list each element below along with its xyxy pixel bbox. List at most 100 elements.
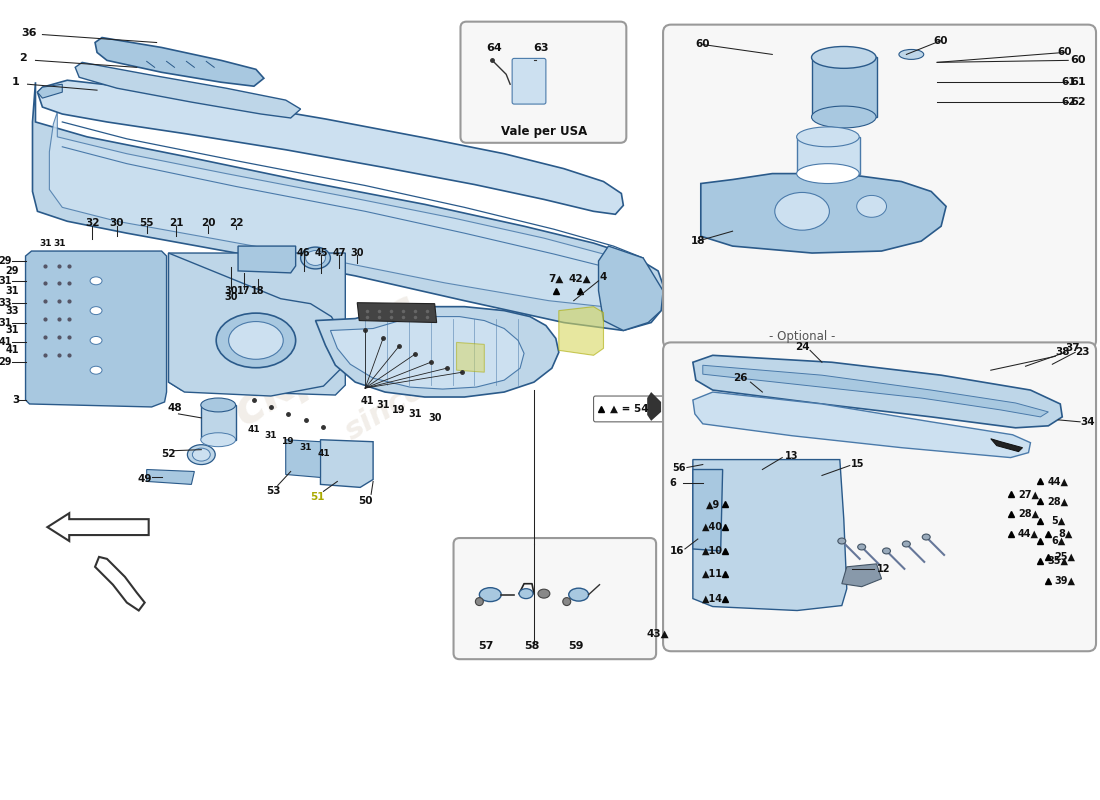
Ellipse shape bbox=[300, 247, 330, 269]
Text: 41: 41 bbox=[248, 426, 261, 434]
Text: 52: 52 bbox=[162, 449, 176, 458]
Text: 62: 62 bbox=[1062, 97, 1076, 107]
Text: 39▲: 39▲ bbox=[1055, 576, 1076, 586]
Text: 26: 26 bbox=[734, 373, 748, 383]
Text: 38: 38 bbox=[1055, 347, 1069, 358]
Polygon shape bbox=[991, 438, 1023, 452]
Text: ▲9: ▲9 bbox=[705, 499, 719, 510]
Text: 31: 31 bbox=[376, 400, 389, 410]
Ellipse shape bbox=[201, 433, 235, 446]
Ellipse shape bbox=[187, 445, 216, 465]
Text: 13: 13 bbox=[785, 450, 799, 461]
Polygon shape bbox=[316, 306, 559, 397]
Text: 18: 18 bbox=[251, 286, 265, 296]
Ellipse shape bbox=[480, 588, 502, 602]
Polygon shape bbox=[50, 112, 648, 306]
Text: 31: 31 bbox=[0, 318, 12, 327]
Text: 15: 15 bbox=[851, 458, 865, 469]
Text: 32: 32 bbox=[85, 218, 99, 228]
Text: 29: 29 bbox=[0, 358, 12, 367]
Ellipse shape bbox=[90, 306, 102, 314]
Polygon shape bbox=[286, 440, 320, 478]
Polygon shape bbox=[37, 84, 63, 98]
Polygon shape bbox=[598, 246, 663, 330]
Polygon shape bbox=[647, 392, 661, 421]
Text: ckparts: ckparts bbox=[223, 284, 428, 437]
Text: 2: 2 bbox=[19, 54, 26, 63]
Text: 20: 20 bbox=[201, 218, 216, 228]
Text: 41: 41 bbox=[6, 346, 19, 355]
Text: 18: 18 bbox=[691, 236, 705, 246]
Text: 60: 60 bbox=[934, 35, 948, 46]
Polygon shape bbox=[812, 58, 877, 117]
Ellipse shape bbox=[229, 322, 283, 359]
Text: 43▲: 43▲ bbox=[647, 628, 670, 638]
FancyBboxPatch shape bbox=[453, 538, 656, 659]
Text: 8▲: 8▲ bbox=[1058, 529, 1072, 539]
Polygon shape bbox=[33, 82, 666, 330]
Text: 12: 12 bbox=[877, 564, 890, 574]
Ellipse shape bbox=[902, 541, 911, 547]
Ellipse shape bbox=[201, 398, 235, 412]
Text: 24: 24 bbox=[795, 342, 810, 352]
Polygon shape bbox=[201, 405, 236, 440]
Text: 51: 51 bbox=[310, 492, 324, 502]
Text: 1: 1 bbox=[12, 78, 20, 87]
Polygon shape bbox=[25, 251, 166, 407]
Ellipse shape bbox=[306, 250, 326, 266]
Polygon shape bbox=[95, 557, 145, 610]
Text: 42▲: 42▲ bbox=[569, 274, 591, 284]
Text: 31: 31 bbox=[6, 286, 19, 296]
Text: 35▲: 35▲ bbox=[1048, 556, 1069, 566]
FancyArrow shape bbox=[47, 514, 148, 541]
Polygon shape bbox=[330, 317, 524, 389]
FancyBboxPatch shape bbox=[461, 22, 626, 143]
Polygon shape bbox=[146, 470, 195, 485]
Polygon shape bbox=[168, 253, 345, 396]
Polygon shape bbox=[238, 246, 296, 273]
Text: 31: 31 bbox=[6, 326, 19, 335]
FancyBboxPatch shape bbox=[594, 396, 666, 422]
Polygon shape bbox=[559, 306, 604, 355]
Text: 31: 31 bbox=[265, 431, 277, 440]
Ellipse shape bbox=[882, 548, 891, 554]
Text: 60: 60 bbox=[1057, 47, 1071, 58]
Text: ckparts: ckparts bbox=[766, 378, 938, 502]
Text: since: since bbox=[857, 454, 925, 508]
Polygon shape bbox=[320, 440, 373, 487]
Text: ▲11: ▲11 bbox=[702, 569, 723, 578]
Text: 61: 61 bbox=[1062, 78, 1076, 87]
Text: 25▲: 25▲ bbox=[1055, 552, 1076, 562]
Ellipse shape bbox=[538, 589, 550, 598]
Text: 44▲: 44▲ bbox=[1018, 529, 1040, 539]
Text: 30: 30 bbox=[351, 248, 364, 258]
Text: 29: 29 bbox=[6, 266, 19, 276]
Text: 41: 41 bbox=[0, 338, 12, 347]
Ellipse shape bbox=[812, 46, 876, 68]
Text: 30: 30 bbox=[224, 286, 238, 296]
Text: 17: 17 bbox=[238, 286, 251, 296]
Ellipse shape bbox=[857, 195, 887, 218]
Text: 56: 56 bbox=[672, 462, 685, 473]
Text: 31: 31 bbox=[299, 443, 311, 452]
Text: - Optional -: - Optional - bbox=[769, 330, 835, 343]
Text: 4: 4 bbox=[600, 272, 607, 282]
FancyBboxPatch shape bbox=[663, 25, 1096, 348]
Ellipse shape bbox=[563, 598, 571, 606]
Text: 19: 19 bbox=[393, 405, 406, 415]
Polygon shape bbox=[693, 392, 1031, 458]
Ellipse shape bbox=[90, 337, 102, 344]
Polygon shape bbox=[798, 137, 860, 174]
FancyBboxPatch shape bbox=[663, 342, 1096, 651]
Text: 41: 41 bbox=[361, 396, 374, 406]
Text: 45: 45 bbox=[315, 248, 328, 258]
Text: 16: 16 bbox=[670, 546, 684, 556]
Text: 28▲: 28▲ bbox=[1047, 496, 1069, 506]
Text: 23: 23 bbox=[1075, 347, 1089, 358]
Text: 31: 31 bbox=[0, 276, 12, 286]
Text: 47: 47 bbox=[332, 248, 346, 258]
Polygon shape bbox=[75, 62, 300, 118]
Polygon shape bbox=[693, 355, 1063, 428]
Polygon shape bbox=[358, 302, 437, 322]
Polygon shape bbox=[701, 174, 946, 253]
